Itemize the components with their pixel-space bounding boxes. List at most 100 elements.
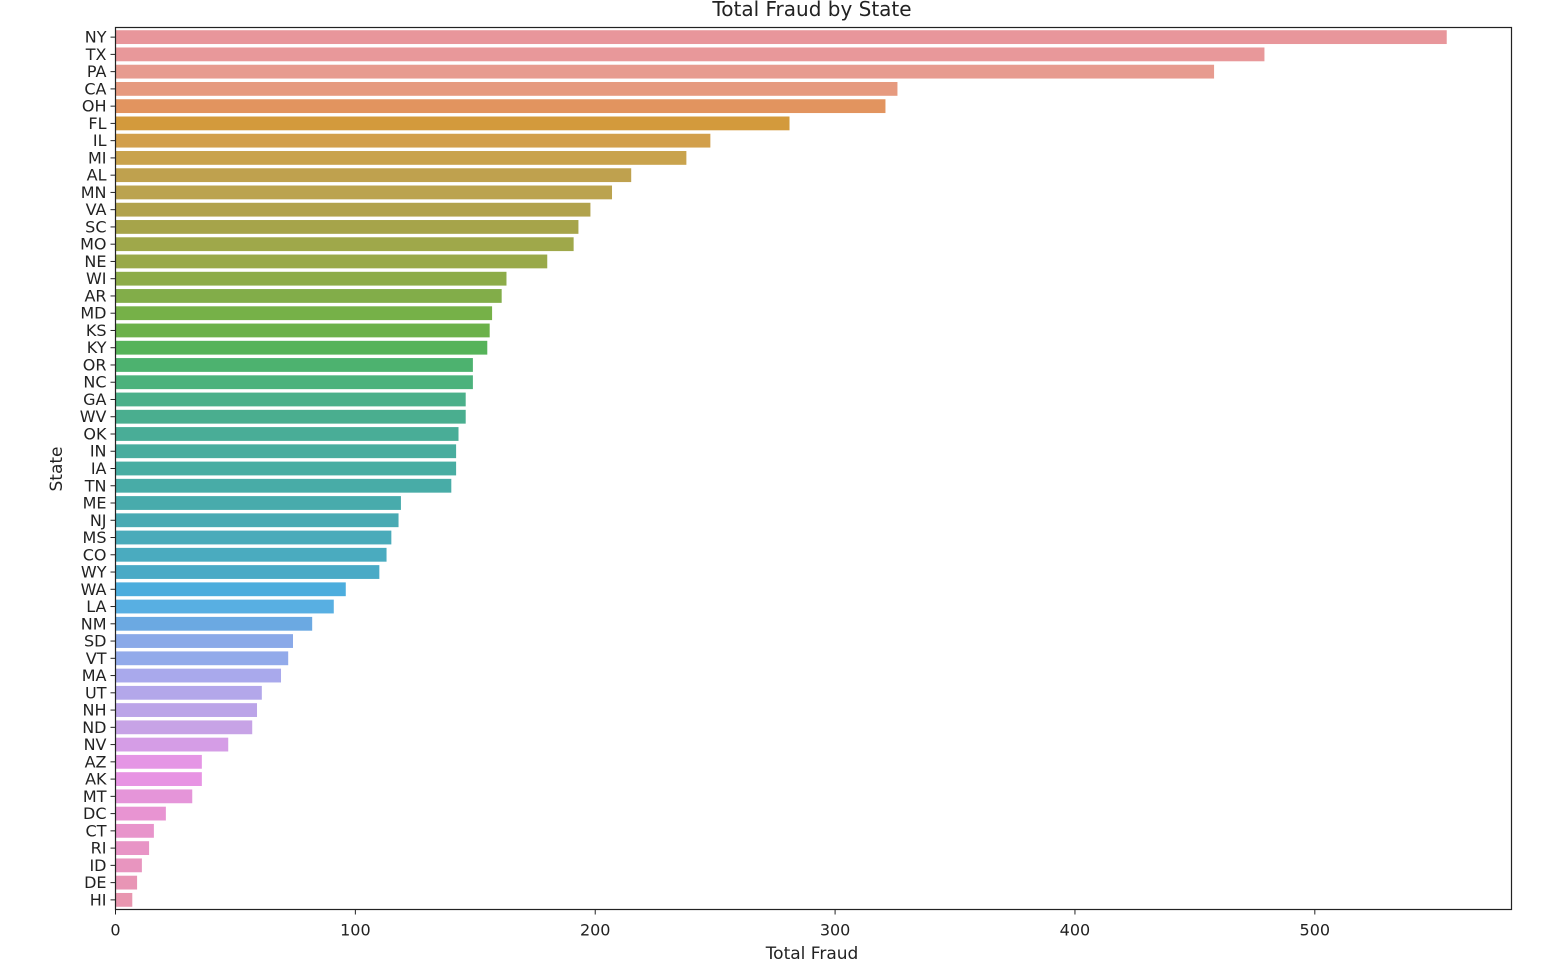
bar-ca (115, 81, 898, 96)
bar-wa (115, 582, 346, 597)
bar-sc (115, 220, 579, 234)
y-tick-label: WI (86, 269, 107, 288)
bar-nh (115, 703, 258, 717)
y-tick-label: MT (83, 787, 107, 806)
bar-ga (115, 392, 466, 407)
bar-nd (115, 720, 253, 735)
bar-tn (115, 478, 452, 493)
bar-ks (115, 323, 490, 338)
bar-al (115, 168, 632, 183)
y-tick-label: RI (91, 839, 107, 858)
y-tick-label: NY (85, 28, 107, 47)
y-tick-label: PA (87, 62, 107, 81)
bar-pa (115, 64, 1215, 79)
y-tick-label: ND (82, 718, 106, 737)
bar-il (115, 133, 711, 148)
y-tick-label: OH (82, 97, 107, 116)
bar-in (115, 444, 457, 459)
bar-ut (115, 685, 262, 700)
y-axis-title: State (47, 447, 67, 492)
y-tick-label: NM (81, 614, 107, 633)
bar-nm (115, 616, 313, 631)
y-tick-label: MO (80, 235, 106, 254)
y-tick-label: CA (84, 79, 106, 98)
bar-wv (115, 409, 466, 424)
y-tick-label: TN (84, 476, 107, 495)
y-tick-label: NJ (90, 511, 107, 530)
bar-ok (115, 427, 459, 441)
bar-wi (115, 271, 507, 286)
y-tick-label: IN (90, 442, 107, 461)
bar-la (115, 599, 334, 614)
bar-mo (115, 237, 574, 252)
x-tick-label: 200 (580, 921, 611, 940)
x-tick-label: 400 (1060, 921, 1091, 940)
y-tick-label: SD (84, 632, 106, 651)
bar-fl (115, 116, 790, 131)
bar-mn (115, 185, 613, 200)
y-tick-label: AL (87, 166, 107, 185)
bar-nc (115, 375, 473, 390)
bar-dc (115, 806, 166, 821)
y-tick-label: SC (85, 217, 106, 236)
bar-or (115, 358, 473, 372)
x-axis-ticks: 0 100 200 300 400 500 (110, 909, 1330, 940)
y-tick-label: KY (87, 338, 107, 357)
y-tick-label: OK (83, 424, 107, 443)
bar-ak (115, 772, 202, 786)
plot-frame (114, 26, 1513, 911)
bar-id (115, 858, 142, 873)
y-tick-label: IL (93, 131, 107, 150)
bar-oh (115, 99, 886, 114)
y-tick-label: HI (90, 890, 107, 909)
bar-mt (115, 789, 193, 804)
y-tick-label: MN (81, 183, 107, 202)
bar-nv (115, 737, 229, 752)
x-tick-label: 0 (110, 921, 120, 940)
y-tick-label: MI (88, 148, 107, 167)
y-tick-label: ME (83, 494, 107, 513)
y-tick-label: WY (81, 563, 107, 582)
bar-ne (115, 254, 548, 269)
bar-nj (115, 513, 399, 528)
bar-ny (115, 30, 1447, 45)
y-tick-label: KS (86, 321, 107, 340)
y-tick-label: MA (82, 666, 107, 685)
bar-me (115, 496, 401, 510)
y-tick-label: NE (84, 252, 106, 271)
y-tick-label: GA (83, 390, 106, 409)
x-axis-title: Total Fraud (765, 944, 859, 964)
bar-wy (115, 565, 380, 579)
bar-tx (115, 47, 1265, 62)
x-tick-label: 100 (340, 921, 371, 940)
y-tick-label: IA (91, 459, 107, 478)
chart-title: Total Fraud by State (711, 0, 911, 21)
y-tick-label: MD (80, 304, 106, 323)
y-tick-label: TX (85, 45, 107, 64)
y-tick-label: OR (83, 355, 107, 374)
bar-sd (115, 634, 293, 648)
y-tick-label: DC (83, 804, 107, 823)
y-tick-label: MS (83, 528, 107, 547)
y-tick-label: WA (81, 580, 107, 599)
y-tick-label: CO (83, 545, 107, 564)
bar-ct (115, 823, 154, 838)
bar-mi (115, 151, 687, 165)
y-tick-label: WV (80, 407, 107, 426)
y-tick-label: CT (86, 821, 107, 840)
y-tick-label: NV (84, 735, 107, 754)
y-tick-label: FL (88, 114, 106, 133)
bars-group (115, 30, 1447, 907)
bar-ma (115, 668, 282, 683)
bar-co (115, 547, 387, 562)
bar-az (115, 754, 202, 769)
y-tick-label: UT (85, 683, 107, 702)
y-tick-label: ID (89, 856, 106, 875)
y-axis-ticks: NYTXPACAOHFLILMIALMNVASCMONEWIARMDKSKYOR… (80, 28, 116, 909)
y-tick-label: AK (85, 770, 107, 789)
y-tick-label: AR (84, 286, 106, 305)
y-tick-label: NC (83, 373, 106, 392)
y-tick-label: LA (86, 597, 106, 616)
bar-ky (115, 340, 488, 355)
